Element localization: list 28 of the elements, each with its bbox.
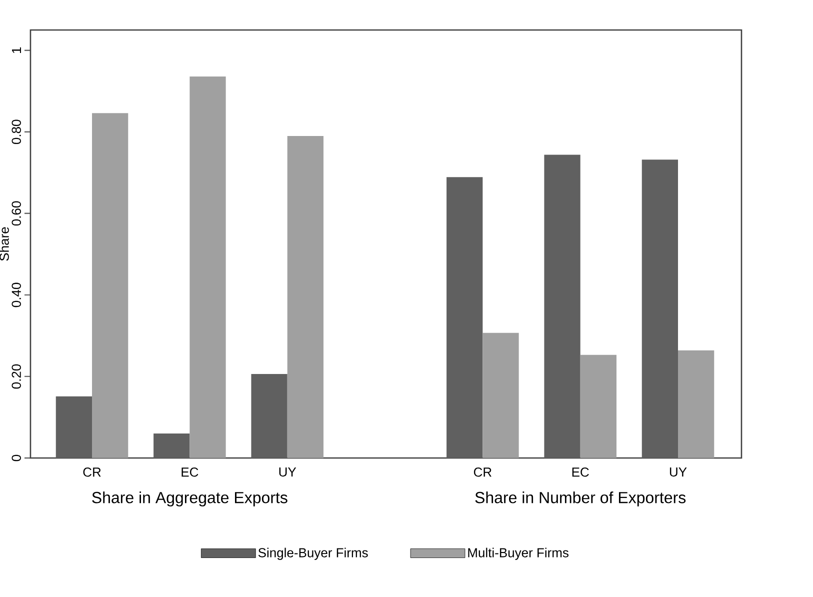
bar: [544, 154, 580, 458]
x-tick-label: EC: [572, 468, 589, 477]
x-tick-label: UY: [279, 468, 296, 477]
x-tick-label: EC: [182, 468, 198, 477]
bar: [92, 113, 128, 458]
bar: [190, 76, 226, 458]
y-tick-label: 0.80: [12, 120, 21, 144]
bar: [446, 177, 483, 458]
bar: [678, 350, 714, 458]
legend-label: Single-Buyer Firms: [258, 548, 368, 560]
bar: [251, 374, 288, 458]
y-tick-label: 0.20: [12, 364, 21, 389]
bar: [642, 160, 678, 458]
text: Share in Aggregate Exports: [92, 492, 288, 506]
y-tick-label: 0: [12, 454, 21, 462]
text: Share in Number of Exporters: [475, 492, 686, 506]
x-tick-label: CR: [474, 468, 492, 477]
x-tick-label: UY: [670, 468, 687, 477]
legend-label: Multi-Buyer Firms: [468, 548, 568, 560]
x-tick-label: CR: [83, 468, 101, 477]
bar: [482, 332, 519, 458]
y-tick-label: 0.60: [12, 201, 21, 226]
bar: [154, 434, 190, 458]
bar: [287, 136, 324, 458]
y-tick-label: 1: [12, 47, 21, 53]
bar: [56, 396, 92, 458]
bar: [580, 354, 616, 458]
y-tick-label: 0.40: [12, 282, 21, 308]
